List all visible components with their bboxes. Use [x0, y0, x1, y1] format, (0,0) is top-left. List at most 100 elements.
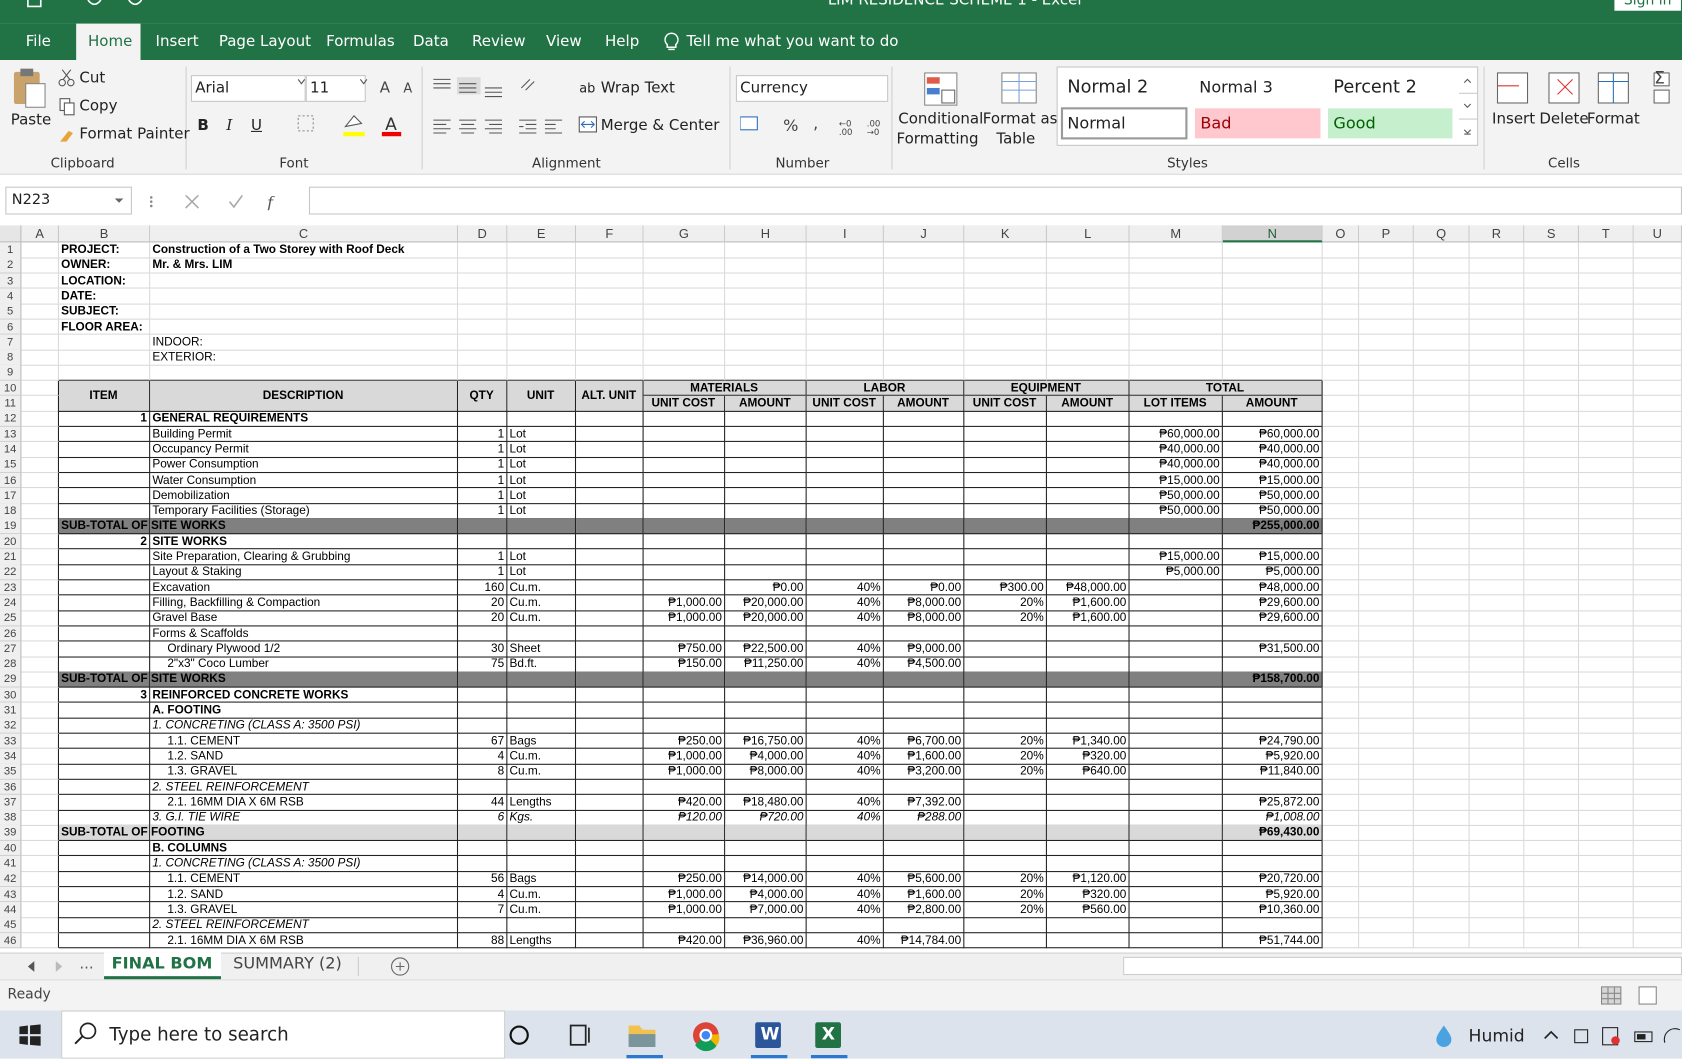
word-icon[interactable]: W — [760, 1023, 780, 1044]
italic-button[interactable]: I — [226, 116, 233, 135]
cell — [1469, 487, 1525, 504]
name-box[interactable]: N223 — [11, 190, 51, 209]
cell — [1222, 411, 1323, 428]
paste[interactable]: Paste — [10, 111, 52, 129]
cell — [507, 457, 577, 474]
cell — [1359, 886, 1414, 903]
cell — [725, 779, 807, 796]
style-cell[interactable]: Bad — [1200, 113, 1232, 134]
cell-text: Lot — [509, 473, 526, 487]
cell — [576, 472, 644, 489]
cell-text: 40% — [857, 903, 881, 916]
cell — [806, 564, 884, 581]
ribbon-tab[interactable]: Help — [605, 33, 640, 51]
style-cell[interactable]: Normal — [1067, 113, 1126, 134]
style-cell[interactable]: Percent 2 — [1333, 76, 1417, 97]
bold-button[interactable]: B — [197, 116, 209, 135]
paste-icon[interactable] — [11, 67, 47, 110]
format-as-table[interactable]: Format as — [982, 110, 1058, 128]
sheet-tab[interactable]: FINAL BOM — [111, 953, 213, 973]
number-format-box[interactable] — [735, 75, 889, 102]
cell — [150, 334, 459, 351]
delete-cells[interactable]: Delete — [1539, 110, 1589, 128]
ribbon-tab[interactable]: Insert — [155, 33, 199, 51]
cell — [58, 487, 151, 504]
start-button[interactable] — [19, 1024, 41, 1046]
cell — [643, 533, 726, 550]
cell — [1222, 717, 1323, 734]
font-size-box[interactable] — [305, 75, 366, 102]
cell — [1524, 748, 1580, 765]
cell — [1469, 687, 1525, 704]
ribbon-tab[interactable]: Home — [87, 33, 133, 51]
style-cell[interactable]: Normal 3 — [1199, 77, 1273, 97]
underline-button[interactable]: U — [251, 116, 263, 135]
ribbon-tab[interactable]: Formulas — [326, 33, 395, 51]
cell — [458, 518, 508, 535]
format-cells[interactable]: Format — [1586, 110, 1640, 128]
cell — [643, 886, 726, 903]
gallery-scroll[interactable] — [1458, 68, 1478, 145]
cell — [1413, 856, 1470, 872]
cell — [1359, 902, 1414, 918]
wrap-text[interactable]: Wrap Text — [600, 79, 675, 97]
weather[interactable]: Humid — [1468, 1025, 1525, 1046]
cell — [1579, 273, 1634, 289]
cell — [507, 472, 577, 489]
cell — [1222, 288, 1323, 305]
cut[interactable]: Cut — [79, 69, 106, 87]
ribbon-tab[interactable]: Review — [471, 33, 526, 51]
column-header: K — [964, 225, 1047, 243]
cell — [1524, 441, 1580, 458]
style-cell[interactable]: Normal 2 — [1067, 76, 1149, 97]
style-cell[interactable]: Good — [1333, 113, 1376, 134]
cell — [1322, 717, 1360, 734]
cell — [806, 288, 884, 305]
excel-icon[interactable]: X — [821, 1023, 835, 1044]
sheet-tab[interactable]: SUMMARY (2) — [233, 953, 342, 973]
system-tray[interactable] — [1540, 1023, 1682, 1049]
formula-input[interactable] — [308, 186, 1682, 215]
ribbon-tab[interactable]: Data — [412, 33, 449, 51]
cell-text: 40% — [857, 887, 881, 901]
ribbon-tab[interactable]: Page Layout — [218, 33, 312, 51]
cell — [883, 288, 965, 305]
conditional-formatting[interactable]: Conditional — [898, 110, 984, 128]
ribbon-tab[interactable]: File — [25, 33, 51, 51]
cell-text: UNIT COST — [972, 396, 1037, 410]
font-size[interactable]: 11 — [310, 79, 330, 97]
svg-text:.00: .00 — [839, 128, 853, 137]
search-box[interactable] — [61, 1010, 506, 1059]
cell-text: Lengths — [509, 795, 552, 809]
sign-in[interactable]: Sign in — [1614, 0, 1681, 11]
insert-cells[interactable]: Insert — [1492, 110, 1536, 128]
view-buttons[interactable] — [1600, 985, 1675, 1006]
search-placeholder[interactable]: Type here to search — [109, 1024, 289, 1046]
style-normal-box — [1060, 107, 1188, 140]
font-name-box[interactable] — [190, 75, 306, 102]
name-box-frame[interactable] — [5, 186, 132, 215]
copy[interactable]: Copy — [79, 97, 118, 115]
number-format[interactable]: Currency — [740, 79, 808, 97]
cell-text: AMOUNT — [738, 396, 791, 410]
cell — [1579, 886, 1634, 903]
cell — [150, 518, 459, 535]
merge-center[interactable]: Merge & Center — [600, 116, 720, 135]
cell — [1524, 257, 1580, 274]
add-sheet[interactable] — [354, 955, 418, 979]
cell — [507, 564, 577, 581]
tell-me[interactable]: Tell me what you want to do — [686, 33, 899, 51]
more-sheets[interactable]: ... — [79, 955, 94, 973]
taskbar-icons[interactable] — [504, 1013, 858, 1059]
format-painter[interactable]: Format Painter — [79, 125, 190, 143]
cell — [1129, 380, 1323, 397]
font-name[interactable]: Arial — [195, 79, 230, 97]
cell — [883, 932, 965, 949]
sheet-nav[interactable] — [24, 960, 67, 973]
cell — [1633, 303, 1682, 320]
conditional-formatting[interactable]: Formatting — [896, 130, 979, 149]
horizontal-scrollbar[interactable] — [1123, 956, 1682, 976]
ribbon-tab[interactable]: View — [546, 33, 582, 51]
cell — [1413, 794, 1470, 811]
format-as-table[interactable]: Table — [996, 130, 1036, 149]
